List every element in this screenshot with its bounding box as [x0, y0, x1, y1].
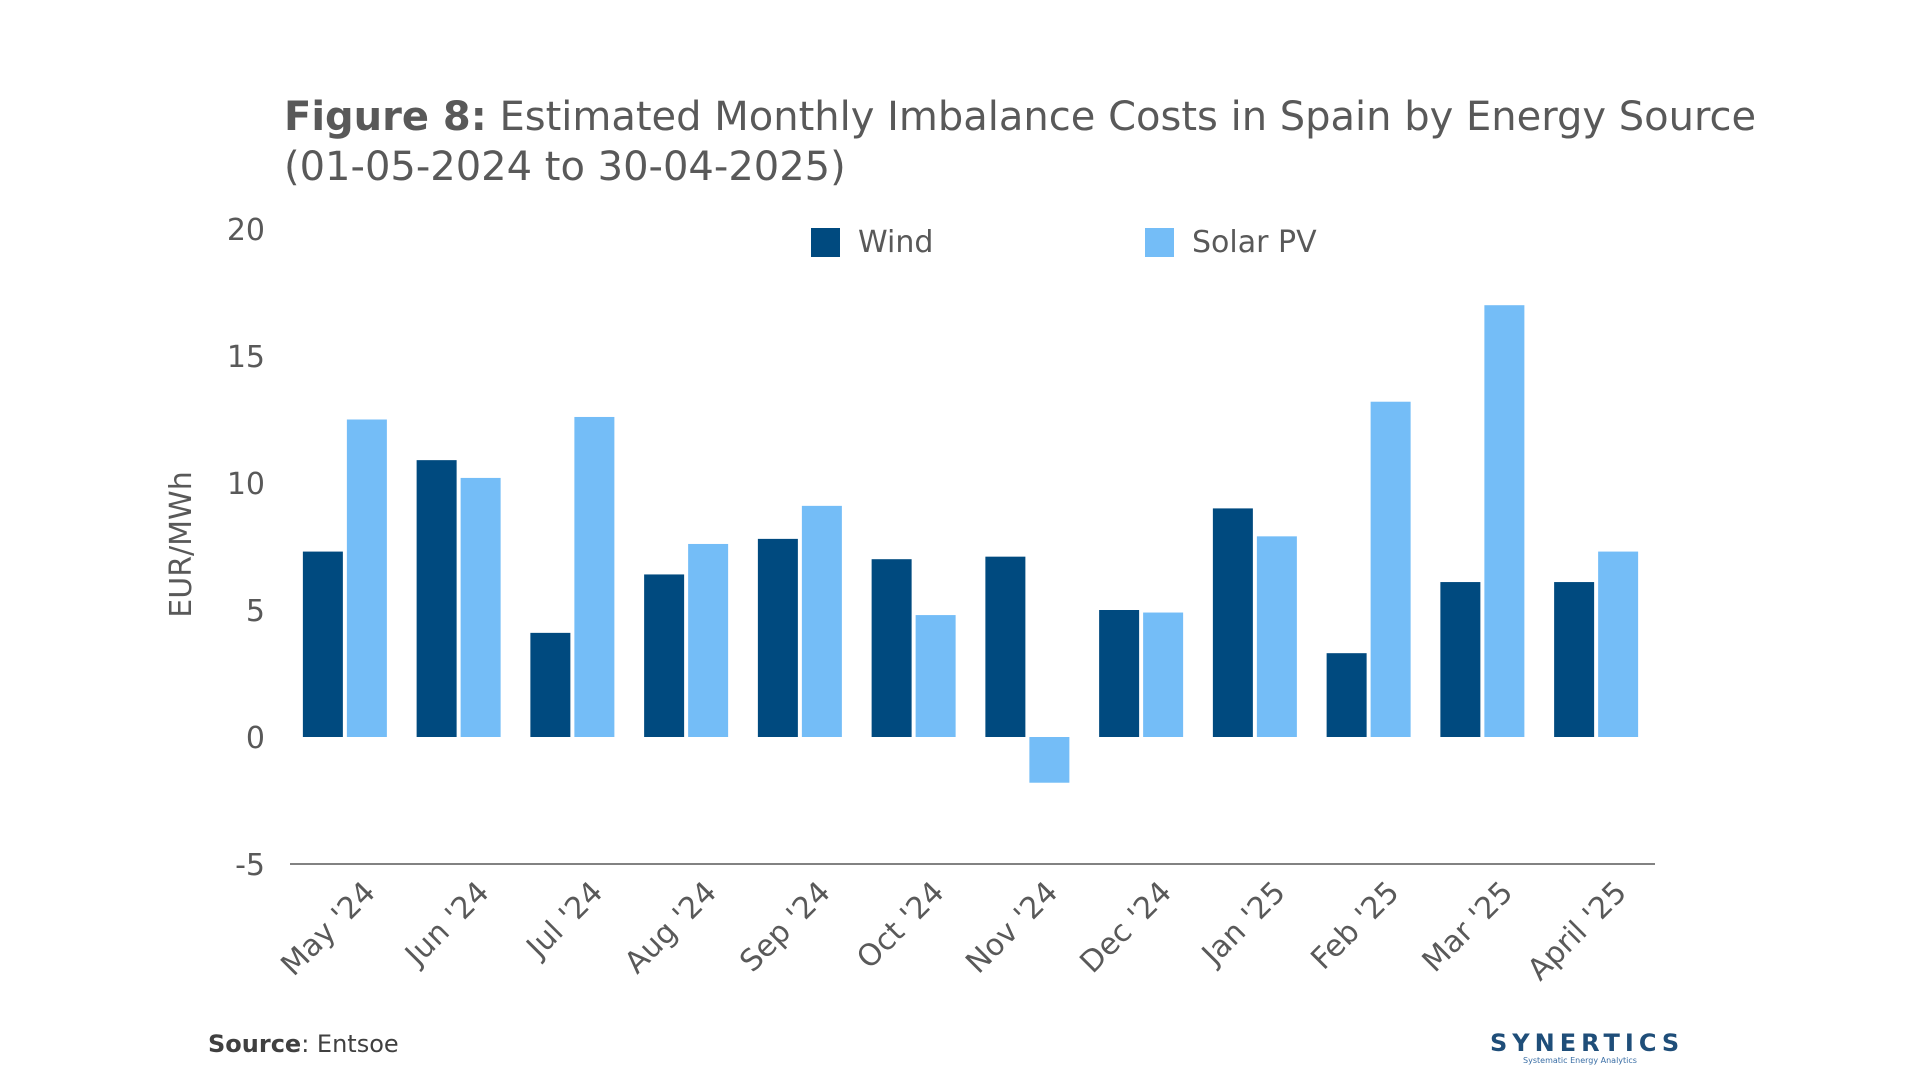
- bar-wind: [1099, 610, 1140, 737]
- x-tick-label: Feb '25: [1304, 875, 1406, 977]
- x-tick-label: Sep '24: [733, 875, 837, 979]
- bar-wind: [1554, 582, 1595, 737]
- logo-name: SYNERTICS: [1490, 1029, 1685, 1057]
- bar-solar-pv: [460, 477, 501, 737]
- y-tick-label: 15: [227, 340, 265, 375]
- x-tick-label: Jan '25: [1194, 875, 1292, 973]
- bar-wind: [757, 538, 798, 737]
- legend-item-solar: Solar PV: [1145, 225, 1317, 260]
- bar-solar-pv: [801, 505, 842, 737]
- source-value: : Entsoe: [301, 1030, 399, 1058]
- bar-wind: [871, 559, 912, 737]
- bar-solar-pv: [1484, 305, 1525, 737]
- y-tick-label: 10: [227, 467, 265, 502]
- bar-solar-pv: [346, 419, 387, 737]
- x-tick-label: April '25: [1521, 875, 1634, 988]
- chart-title-text: Estimated Monthly Imbalance Costs in Spa…: [284, 94, 1757, 190]
- bar-wind: [416, 460, 457, 737]
- y-tick-label: 20: [227, 213, 265, 248]
- synertics-logo: SYNERTICS Systematic Energy Analytics: [1490, 1029, 1685, 1066]
- x-tick-label: Aug '24: [618, 875, 724, 981]
- bar-wind: [302, 551, 343, 737]
- bar-solar-pv: [915, 615, 956, 737]
- x-tick-label: Nov '24: [959, 875, 1065, 981]
- bar-solar-pv: [1143, 612, 1184, 737]
- logo-tagline: Systematic Energy Analytics: [1523, 1056, 1637, 1065]
- legend-label-solar: Solar PV: [1192, 225, 1317, 260]
- bar-wind: [530, 632, 571, 737]
- y-tick-label: 0: [246, 721, 265, 756]
- y-tick-label: 5: [246, 594, 265, 629]
- bar-wind: [1326, 653, 1367, 737]
- source-label: Source: [208, 1030, 302, 1058]
- chart-title: Figure 8: Estimated Monthly Imbalance Co…: [284, 92, 1844, 192]
- bar-solar-pv: [1029, 737, 1070, 783]
- x-tick-label: May '24: [274, 875, 382, 983]
- bar-solar-pv: [1370, 401, 1411, 737]
- bar-wind: [1440, 582, 1481, 737]
- x-tick-label: Jun '24: [397, 875, 496, 974]
- bar-solar-pv: [574, 416, 615, 737]
- x-tick-label: Jul '24: [519, 875, 610, 966]
- legend-swatch-solar: [1145, 228, 1174, 257]
- bar-solar-pv: [1256, 536, 1297, 737]
- bar-solar-pv: [1598, 551, 1639, 737]
- source-note: Source: Entsoe: [208, 1030, 399, 1058]
- legend-item-wind: Wind: [811, 225, 933, 260]
- bar-wind: [985, 556, 1026, 737]
- y-tick-label: -5: [235, 848, 265, 883]
- legend-swatch-wind: [811, 228, 840, 257]
- figure-label: Figure 8:: [284, 94, 487, 140]
- x-tick-label: Mar '25: [1416, 875, 1520, 979]
- x-tick-label: Dec '24: [1073, 875, 1178, 980]
- bar-wind: [644, 574, 685, 737]
- y-axis-label: EUR/MWh: [164, 471, 199, 617]
- bar-solar-pv: [688, 543, 729, 737]
- x-tick-label: Oct '24: [850, 875, 951, 976]
- legend-label-wind: Wind: [858, 225, 934, 260]
- bar-wind: [1212, 508, 1253, 737]
